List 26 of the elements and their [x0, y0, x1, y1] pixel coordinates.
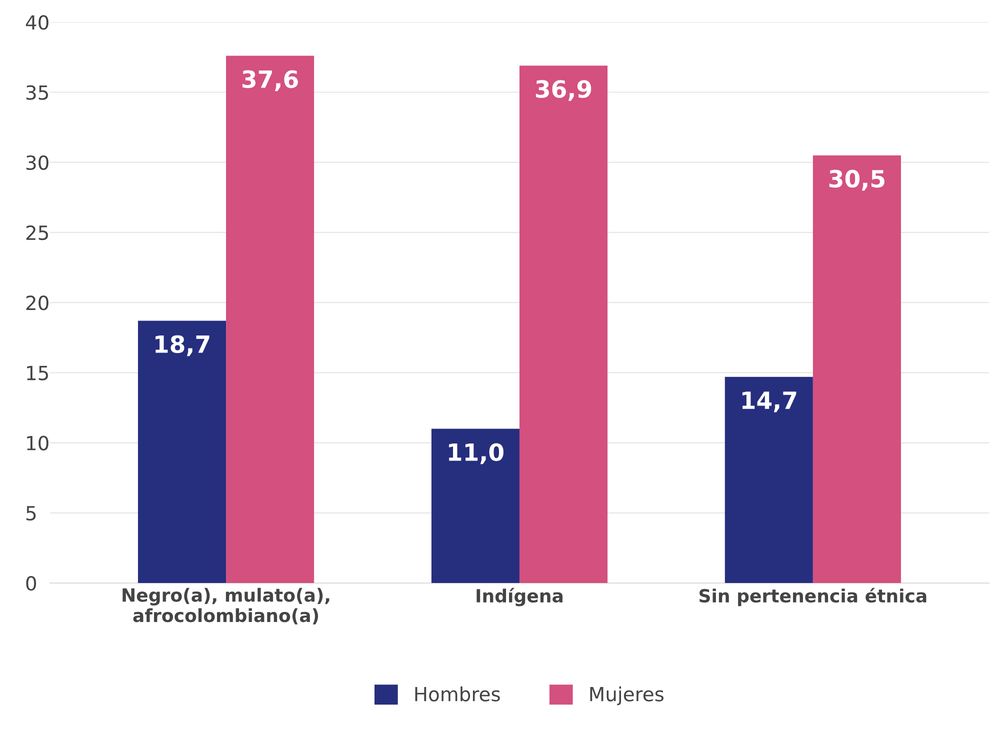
- x-tick-label: Sin pertenencia étnica: [700, 588, 926, 606]
- bar: [138, 320, 226, 584]
- y-tick-label: 10: [27, 436, 48, 450]
- legend-label: Hombres: [415, 686, 500, 702]
- bar: [431, 428, 520, 584]
- legend-label: Mujeres: [590, 686, 664, 706]
- bar: [226, 56, 314, 584]
- y-tick-label: 0: [26, 576, 36, 591]
- y-tick-label: 35: [26, 85, 48, 100]
- x-tick-label: Negro(a), mulato(a), afrocolombiano(a): [122, 588, 330, 624]
- y-tick-label: 40: [26, 15, 48, 30]
- data-label: 37,6: [242, 70, 298, 92]
- y-tick-label: 5: [26, 506, 36, 521]
- y-tick-label: 30: [26, 155, 48, 170]
- y-tick-label: 20: [26, 296, 48, 310]
- data-label: 18,7: [156, 335, 210, 356]
- y-tick-label: 25: [26, 225, 48, 240]
- data-label: 14,7: [742, 392, 796, 412]
- bar: [519, 66, 608, 584]
- data-label: 36,9: [536, 80, 592, 101]
- bar: [812, 155, 901, 584]
- data-label: 30,5: [829, 170, 884, 191]
- x-tick-label: Indígena: [476, 588, 563, 606]
- bar: [724, 376, 813, 584]
- data-label: 11,0: [449, 443, 504, 464]
- y-tick-label: 15: [27, 366, 48, 380]
